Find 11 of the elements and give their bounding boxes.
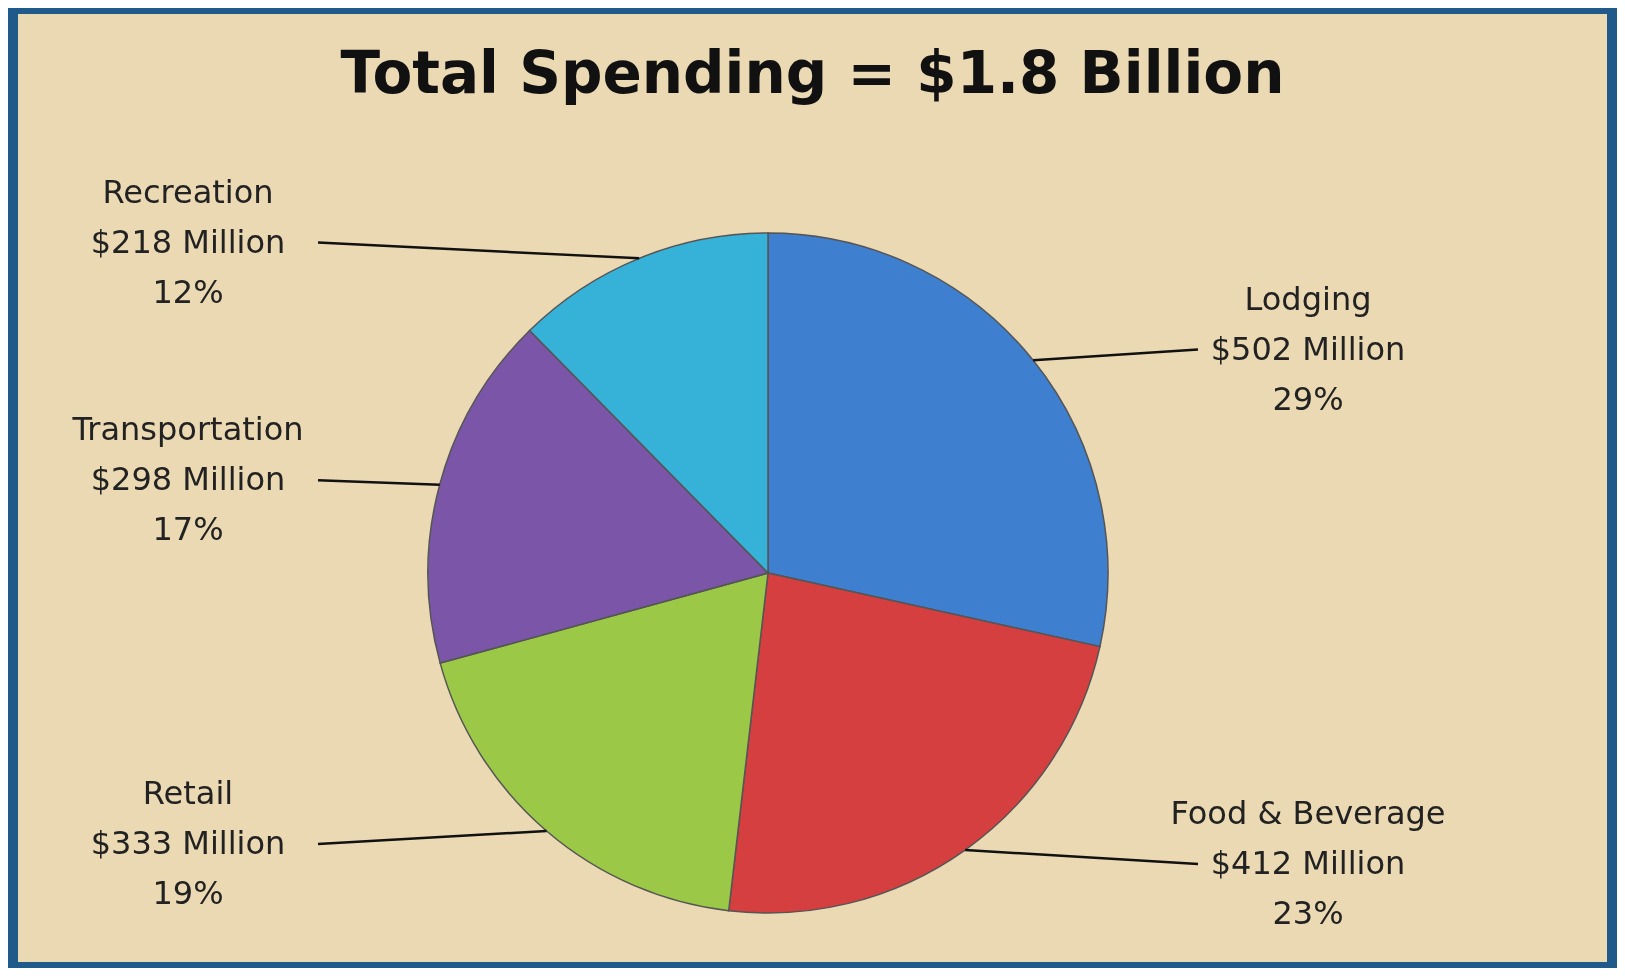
data-label: $333 Million 19% xyxy=(90,823,286,912)
slice-label: Recreation xyxy=(102,172,274,211)
data-label: $412 Million 23% xyxy=(1210,843,1406,932)
slice-label: Retail xyxy=(142,773,234,812)
slice-label: Food & Beverage xyxy=(1170,793,1446,832)
data-label: $218 Million 12% xyxy=(90,222,286,311)
slice-label: Lodging xyxy=(1244,279,1372,318)
slice-label: Transportation xyxy=(71,410,304,449)
chart-title: Total Spending = $1.8 Billion xyxy=(340,39,1285,107)
data-label: $502 Million 29% xyxy=(1210,329,1406,418)
data-label: $298 Million 17% xyxy=(90,460,286,549)
